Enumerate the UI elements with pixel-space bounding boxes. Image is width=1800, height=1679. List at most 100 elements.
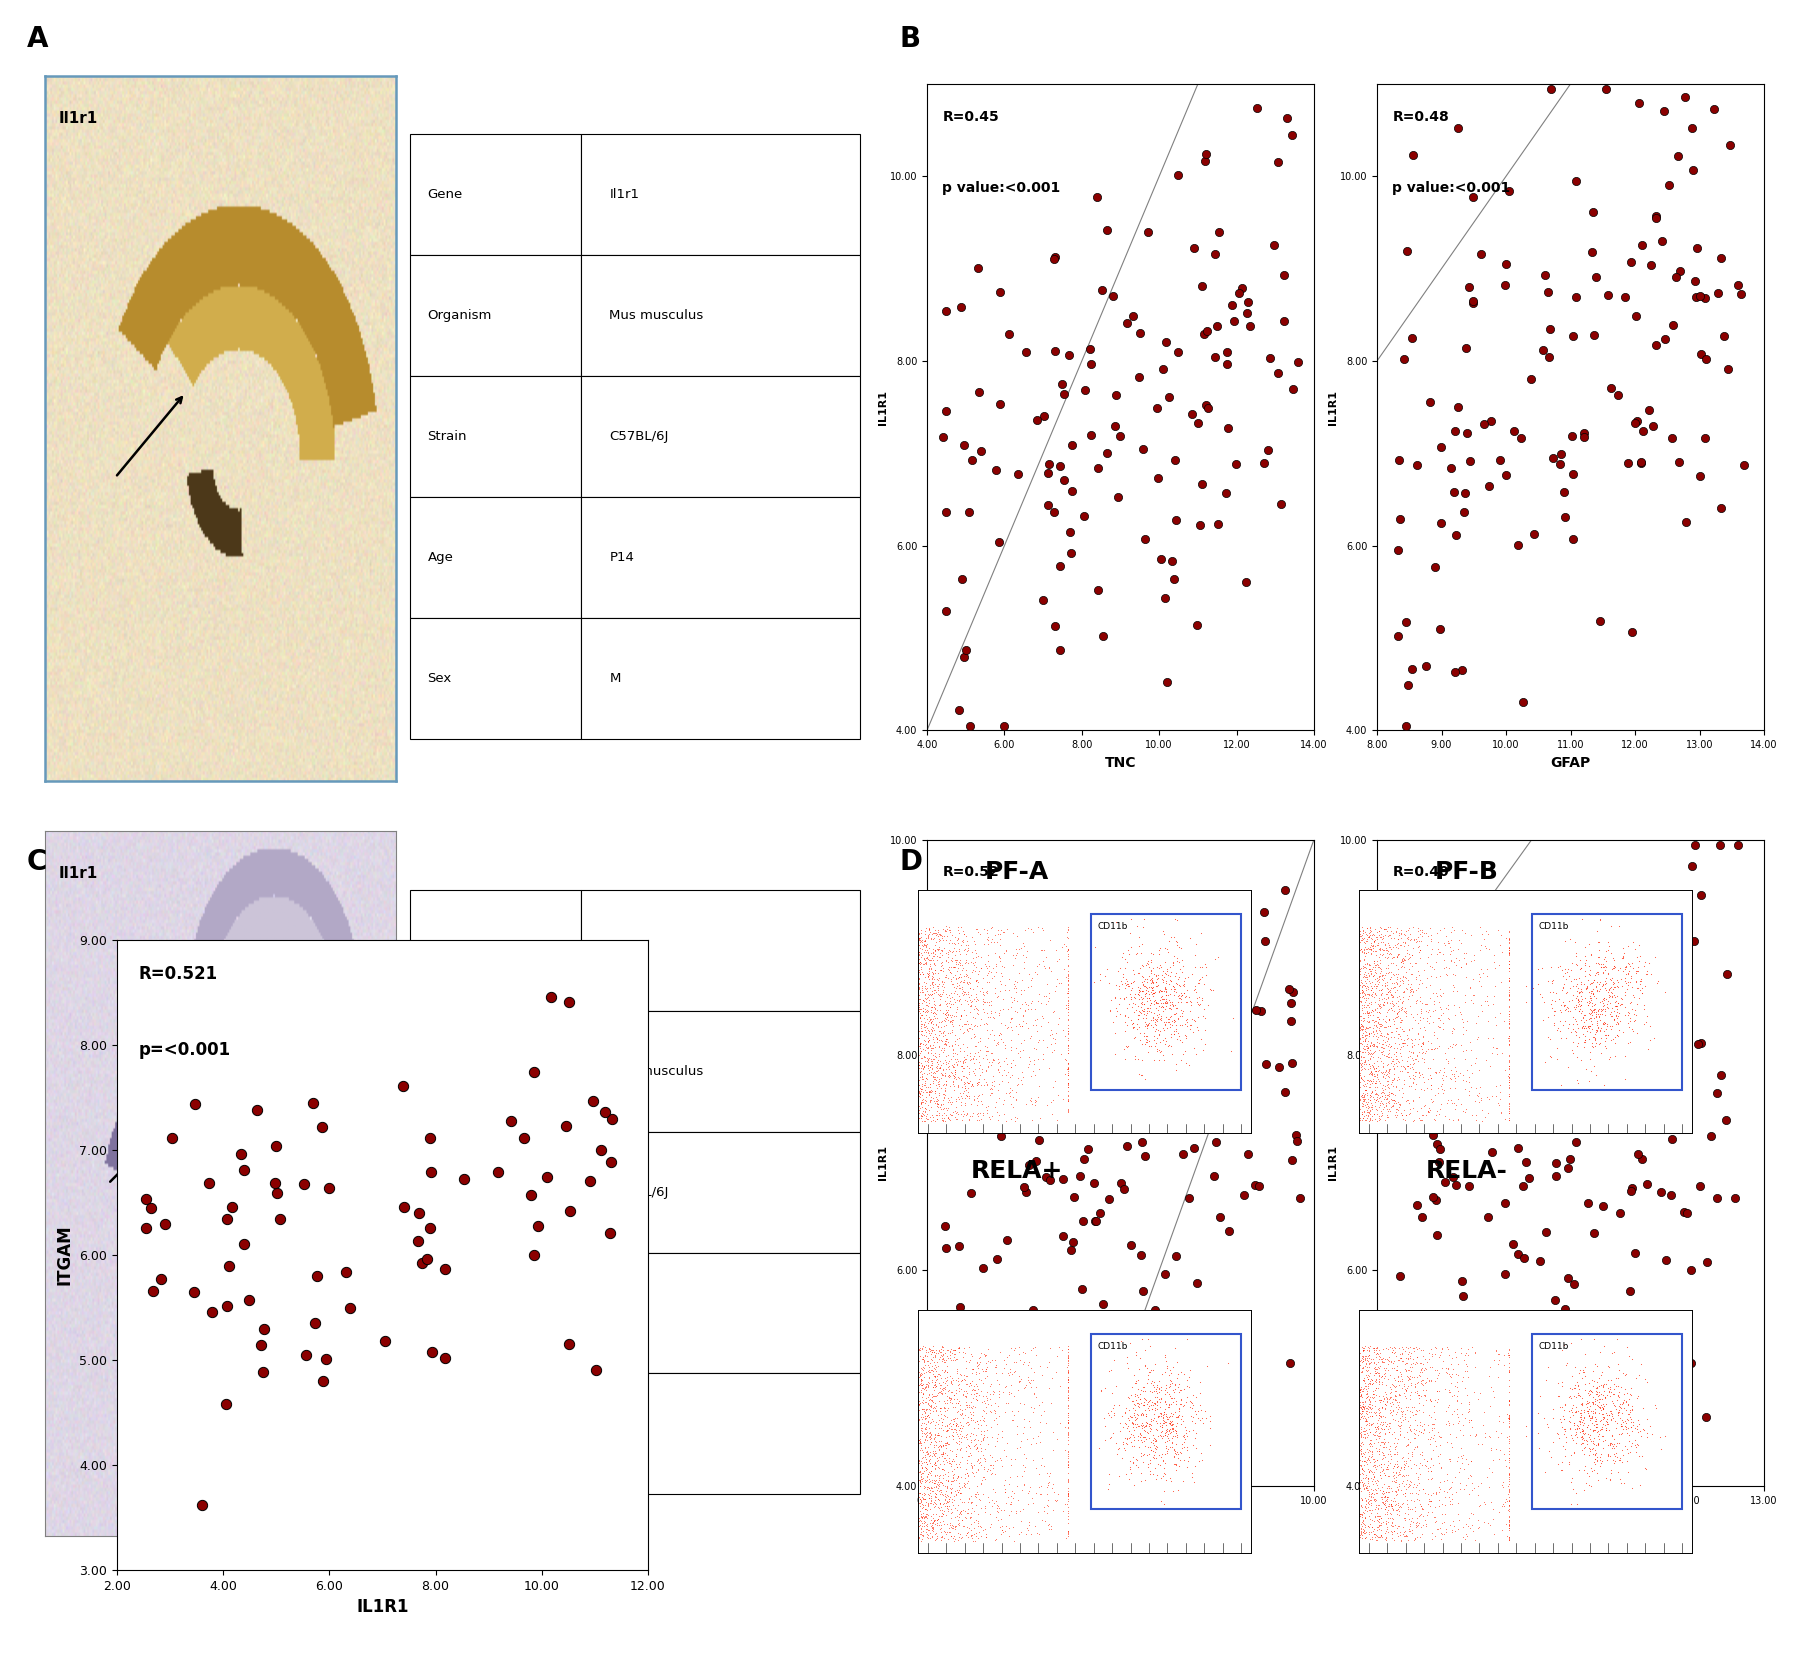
Point xyxy=(936,994,965,1021)
Point xyxy=(1633,1170,1661,1197)
Point xyxy=(977,1076,1006,1103)
Point xyxy=(936,1063,965,1090)
Point xyxy=(950,643,979,670)
Point xyxy=(1395,1417,1424,1444)
Point xyxy=(1382,1491,1411,1518)
Point xyxy=(1174,1447,1202,1474)
Point xyxy=(1406,1033,1435,1059)
Point xyxy=(927,1434,956,1461)
Point xyxy=(1031,944,1060,970)
Point xyxy=(958,1073,986,1100)
Point xyxy=(972,969,1001,996)
Point xyxy=(1159,1009,1188,1036)
Point xyxy=(1350,1048,1379,1075)
Point xyxy=(1408,1023,1436,1049)
Point xyxy=(995,1080,1024,1106)
Point xyxy=(1278,1147,1307,1174)
Point xyxy=(1053,1017,1082,1044)
Point xyxy=(1143,1387,1172,1414)
Point xyxy=(907,920,936,947)
Point xyxy=(1152,1419,1181,1446)
Point xyxy=(1390,1029,1418,1056)
Point xyxy=(931,1043,959,1070)
Point xyxy=(1381,918,1409,945)
Point xyxy=(1348,1469,1377,1496)
Point xyxy=(1472,955,1501,982)
Point xyxy=(1575,1437,1604,1464)
Point xyxy=(1445,1033,1474,1059)
Point xyxy=(1357,1006,1386,1033)
Point xyxy=(1357,1457,1386,1484)
Point xyxy=(914,1016,943,1043)
Point xyxy=(1354,960,1382,987)
Point xyxy=(1350,979,1379,1006)
Point xyxy=(914,1105,943,1132)
Point xyxy=(965,1011,994,1038)
Point xyxy=(1589,959,1618,986)
Point xyxy=(1165,1395,1193,1422)
Point xyxy=(1609,935,1638,962)
Point xyxy=(1431,960,1460,987)
Point xyxy=(1139,1439,1168,1466)
Point xyxy=(911,1436,940,1462)
Point xyxy=(1042,1425,1071,1452)
Point xyxy=(920,1363,949,1390)
Point xyxy=(1134,1392,1163,1419)
Point xyxy=(931,1395,959,1422)
Point xyxy=(967,1494,995,1521)
Point xyxy=(1397,992,1426,1019)
Point xyxy=(1359,1338,1388,1365)
Point xyxy=(931,1078,959,1105)
Point xyxy=(1136,1387,1165,1414)
Point xyxy=(923,1093,952,1120)
Point xyxy=(1582,1378,1611,1405)
Point xyxy=(1570,970,1598,997)
Point xyxy=(1368,1489,1397,1516)
Point xyxy=(941,994,970,1021)
Point xyxy=(1580,999,1609,1026)
Point xyxy=(1159,1385,1188,1412)
Point xyxy=(1600,1024,1629,1051)
Point xyxy=(1595,977,1624,1004)
Point xyxy=(920,1449,949,1476)
Point xyxy=(1141,1375,1170,1402)
Point xyxy=(1577,1404,1606,1431)
Point xyxy=(1456,949,1485,975)
Point xyxy=(1246,997,1274,1024)
Point xyxy=(1613,1459,1642,1486)
Point xyxy=(988,1417,1017,1444)
Text: R=0.521: R=0.521 xyxy=(139,965,218,984)
Point xyxy=(965,1519,994,1546)
Point xyxy=(1035,1348,1064,1375)
Point xyxy=(1348,1397,1377,1424)
Point xyxy=(1240,1172,1269,1199)
Point xyxy=(994,965,1022,992)
Point xyxy=(1600,1449,1629,1476)
Point xyxy=(1127,1467,1156,1494)
Point xyxy=(1508,1244,1537,1271)
Point xyxy=(947,1525,976,1551)
Point xyxy=(1597,1001,1625,1028)
Point xyxy=(1584,1373,1613,1400)
Point xyxy=(1377,1491,1406,1518)
Point xyxy=(1391,1002,1420,1029)
Point xyxy=(1352,997,1381,1024)
Point xyxy=(1152,1409,1181,1436)
Point xyxy=(1357,1070,1386,1096)
Point xyxy=(1436,1363,1465,1390)
Point xyxy=(959,1046,988,1073)
Point xyxy=(1354,1370,1382,1397)
Point xyxy=(1494,1095,1523,1122)
Point xyxy=(1586,950,1615,977)
Point xyxy=(1364,1368,1393,1395)
Point xyxy=(1562,1412,1591,1439)
Point xyxy=(1188,984,1217,1011)
Point xyxy=(1494,1336,1523,1363)
Point xyxy=(1165,1011,1193,1038)
Point xyxy=(1382,1478,1411,1504)
Point xyxy=(916,981,945,1007)
Point xyxy=(1366,1345,1395,1372)
Point xyxy=(1494,1405,1523,1432)
Point xyxy=(1134,1028,1163,1054)
Point xyxy=(1359,1370,1388,1397)
